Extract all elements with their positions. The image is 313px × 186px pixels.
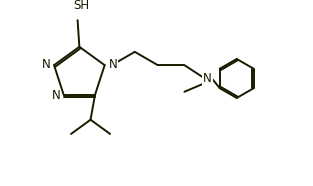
Text: SH: SH <box>73 0 89 12</box>
Text: N: N <box>42 58 50 71</box>
Text: N: N <box>109 58 117 71</box>
Text: N: N <box>203 72 212 85</box>
Text: N: N <box>51 89 60 102</box>
